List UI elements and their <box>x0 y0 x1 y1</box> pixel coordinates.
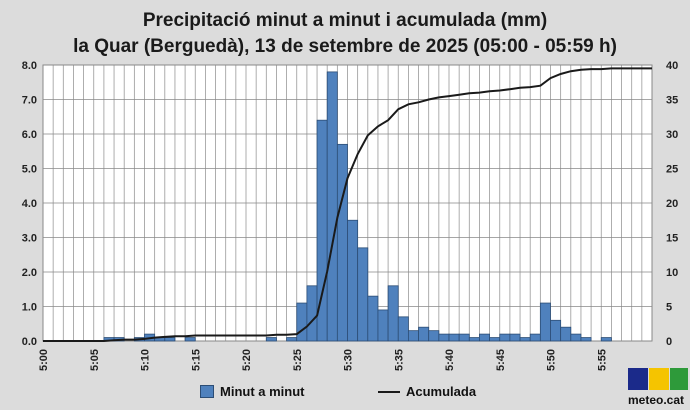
bar <box>580 337 592 342</box>
x-tick-label: 5:55 <box>596 349 608 371</box>
bar <box>560 326 572 342</box>
x-tick-label: 5:10 <box>140 349 152 371</box>
legend-swatch-line <box>378 390 400 393</box>
x-tick-label: 5:05 <box>89 349 101 371</box>
y-left-tick-label: 1.0 <box>22 302 37 314</box>
y-right-tick-label: 40 <box>666 60 678 72</box>
bar <box>184 337 196 342</box>
bar <box>468 337 480 342</box>
bar <box>529 333 541 342</box>
bar <box>347 219 359 342</box>
bar <box>418 326 430 342</box>
y-right-tick-label: 15 <box>666 233 678 245</box>
line-series-acumulada <box>43 67 652 342</box>
x-tick-label: 5:20 <box>241 349 253 371</box>
bar <box>479 333 491 342</box>
bar <box>336 143 348 342</box>
y-right-tick-label: 0 <box>666 336 672 348</box>
legend-item-bars: Minut a minut <box>200 384 305 399</box>
legend-item-line: Acumulada <box>378 384 476 399</box>
legend-swatch-bars <box>200 385 214 398</box>
x-tick-label: 5:50 <box>546 349 558 371</box>
bar <box>265 337 277 342</box>
bar <box>570 333 582 342</box>
bar <box>367 295 379 342</box>
y-left-tick-label: 8.0 <box>22 60 37 72</box>
bar <box>387 285 399 342</box>
y-right-tick-label: 25 <box>666 164 678 176</box>
y-right-tick-label: 5 <box>666 302 672 314</box>
bar <box>296 302 308 342</box>
y-left-tick-label: 2.0 <box>22 267 37 279</box>
y-right-tick-label: 10 <box>666 267 678 279</box>
y-right-tick-label: 35 <box>666 95 678 107</box>
bar <box>509 333 521 342</box>
y-right-tick-label: 20 <box>666 198 678 210</box>
bar <box>499 333 511 342</box>
bar <box>286 337 298 342</box>
logo-text: meteo.cat <box>628 393 685 407</box>
x-tick-label: 5:25 <box>292 349 304 371</box>
legend-label: Minut a minut <box>220 384 305 399</box>
bar <box>438 333 450 342</box>
y-left-tick-label: 5.0 <box>22 164 37 176</box>
x-tick-label: 5:15 <box>190 349 202 371</box>
x-tick-label: 5:30 <box>343 349 355 371</box>
bar <box>458 333 470 342</box>
bar <box>377 309 389 342</box>
bar <box>397 316 409 342</box>
chart-title: Precipitació minut a minut i acumulada (… <box>142 10 548 31</box>
x-tick-label: 5:40 <box>444 349 456 371</box>
bar <box>600 337 612 342</box>
bar <box>306 285 318 342</box>
bar <box>357 247 369 342</box>
y-right-tick-label: 30 <box>666 129 678 141</box>
bar <box>428 330 440 342</box>
y-left-tick-label: 0.0 <box>22 336 37 348</box>
y-left-tick-label: 7.0 <box>22 95 37 107</box>
meteocat-logo <box>626 366 690 410</box>
y-left-tick-label: 3.0 <box>22 233 37 245</box>
bar <box>519 337 531 342</box>
y-left-tick-label: 6.0 <box>22 129 37 141</box>
legend-label: Acumulada <box>406 384 477 399</box>
chart-subtitle: la Quar (Berguedà), 13 de setembre de 20… <box>73 36 617 57</box>
x-tick-label: 5:45 <box>495 349 507 371</box>
bar <box>550 319 562 342</box>
x-tick-label: 5:35 <box>393 349 405 371</box>
x-tick-label: 5:00 <box>38 349 50 371</box>
bar <box>539 302 551 342</box>
bar <box>326 71 338 342</box>
bar <box>164 337 176 342</box>
bar <box>489 337 501 342</box>
bar <box>448 333 460 342</box>
bar <box>407 330 419 342</box>
y-left-tick-label: 4.0 <box>22 198 37 210</box>
